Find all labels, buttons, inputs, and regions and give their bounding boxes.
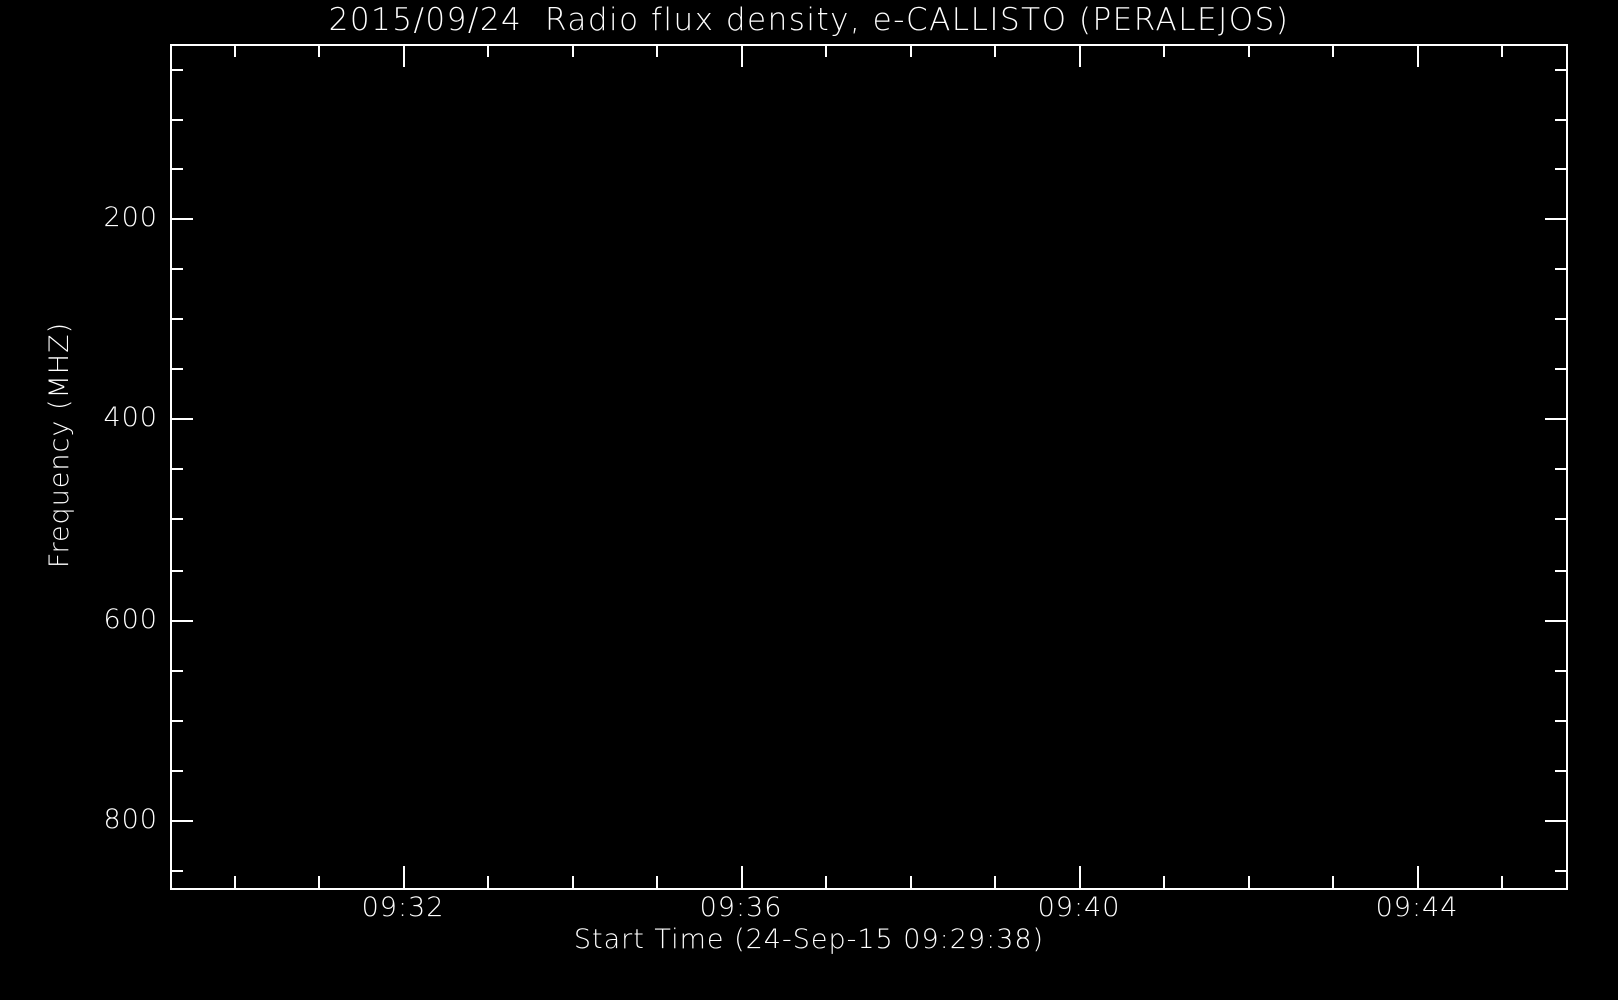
y-axis-tick-minor: [171, 318, 183, 320]
x-axis-tick-minor: [994, 876, 996, 888]
y-axis-tick-label: 800: [103, 804, 158, 835]
y-axis-tick-minor-right: [1555, 168, 1567, 170]
x-axis-tick-minor: [572, 876, 574, 888]
y-axis-tick-minor-right: [1555, 468, 1567, 470]
x-axis-tick-minor: [1163, 876, 1165, 888]
y-axis-tick-minor-right: [1555, 720, 1567, 722]
x-axis-title: Start Time (24-Sep-15 09:29:38): [573, 924, 1045, 955]
y-axis-tick-minor-right: [1555, 69, 1567, 71]
y-axis-tick-minor: [171, 720, 183, 722]
y-axis-tick-minor: [171, 119, 183, 121]
x-axis-tick-minor-top: [910, 45, 912, 57]
x-axis-tick-major: [1417, 866, 1419, 888]
y-axis-tick-minor-right: [1555, 119, 1567, 121]
x-axis-tick-minor-top: [656, 45, 658, 57]
y-axis-tick-minor: [171, 670, 183, 672]
x-axis-tick-minor-top: [572, 45, 574, 57]
y-axis-tick-major-right: [1545, 418, 1567, 420]
x-axis-tick-minor-top: [318, 45, 320, 57]
x-axis-tick-minor-top: [487, 45, 489, 57]
x-axis-tick-major-top: [403, 45, 405, 67]
x-axis-tick-major: [741, 866, 743, 888]
y-axis-tick-label: 400: [103, 402, 158, 433]
x-axis-tick-minor-top: [994, 45, 996, 57]
x-axis-tick-label: 09:44: [1375, 892, 1459, 923]
y-axis-tick-major-right: [1545, 218, 1567, 220]
x-axis-tick-minor: [1248, 876, 1250, 888]
x-axis-tick-minor: [318, 876, 320, 888]
y-axis-tick-major: [171, 620, 193, 622]
y-axis-tick-minor-right: [1555, 770, 1567, 772]
y-axis-tick-minor-right: [1555, 368, 1567, 370]
y-axis-tick-minor-right: [1555, 670, 1567, 672]
x-axis-tick-minor-top: [1501, 45, 1503, 57]
y-axis-tick-minor-right: [1555, 570, 1567, 572]
x-axis-tick-minor-top: [1163, 45, 1165, 57]
x-axis-tick-minor-top: [1332, 45, 1334, 57]
page-title: 2015/09/24 Radio flux density, e-CALLIST…: [328, 2, 1290, 38]
x-axis-tick-minor: [656, 876, 658, 888]
y-axis-tick-minor-right: [1555, 518, 1567, 520]
x-axis-tick-minor: [1501, 876, 1503, 888]
y-axis-tick-minor-right: [1555, 870, 1567, 872]
y-axis-title: Frequency (MHZ): [44, 321, 75, 569]
x-axis-tick-major-top: [1417, 45, 1419, 67]
x-axis-tick-minor-top: [234, 45, 236, 57]
y-axis-tick-minor: [171, 518, 183, 520]
y-axis-tick-minor-right: [1555, 318, 1567, 320]
y-axis-tick-major: [171, 820, 193, 822]
y-axis-tick-minor: [171, 770, 183, 772]
x-axis-tick-major: [1079, 866, 1081, 888]
x-axis-tick-label: 09:40: [1037, 892, 1121, 923]
y-axis-tick-minor-right: [1555, 268, 1567, 270]
y-axis-tick-minor: [171, 368, 183, 370]
x-axis-tick-label: 09:36: [699, 892, 783, 923]
x-axis-tick-minor: [825, 876, 827, 888]
x-axis-tick-minor: [234, 876, 236, 888]
plot-frame: [170, 44, 1568, 890]
y-axis-tick-minor: [171, 468, 183, 470]
x-axis-tick-minor: [1332, 876, 1334, 888]
y-axis-tick-major-right: [1545, 820, 1567, 822]
y-axis-tick-label: 600: [103, 604, 158, 635]
y-axis-tick-minor: [171, 268, 183, 270]
x-axis-tick-minor-top: [1248, 45, 1250, 57]
x-axis-tick-major: [403, 866, 405, 888]
x-axis-tick-major-top: [741, 45, 743, 67]
y-axis-tick-minor: [171, 870, 183, 872]
x-axis-tick-major-top: [1079, 45, 1081, 67]
y-axis-tick-minor: [171, 168, 183, 170]
x-axis-tick-minor-top: [825, 45, 827, 57]
y-axis-tick-minor: [171, 570, 183, 572]
y-axis-tick-major-right: [1545, 620, 1567, 622]
y-axis-tick-label: 200: [103, 202, 158, 233]
x-axis-tick-minor: [910, 876, 912, 888]
y-axis-tick-major: [171, 418, 193, 420]
x-axis-tick-label: 09:32: [361, 892, 445, 923]
y-axis-tick-minor: [171, 69, 183, 71]
y-axis-tick-major: [171, 218, 193, 220]
x-axis-tick-minor: [487, 876, 489, 888]
